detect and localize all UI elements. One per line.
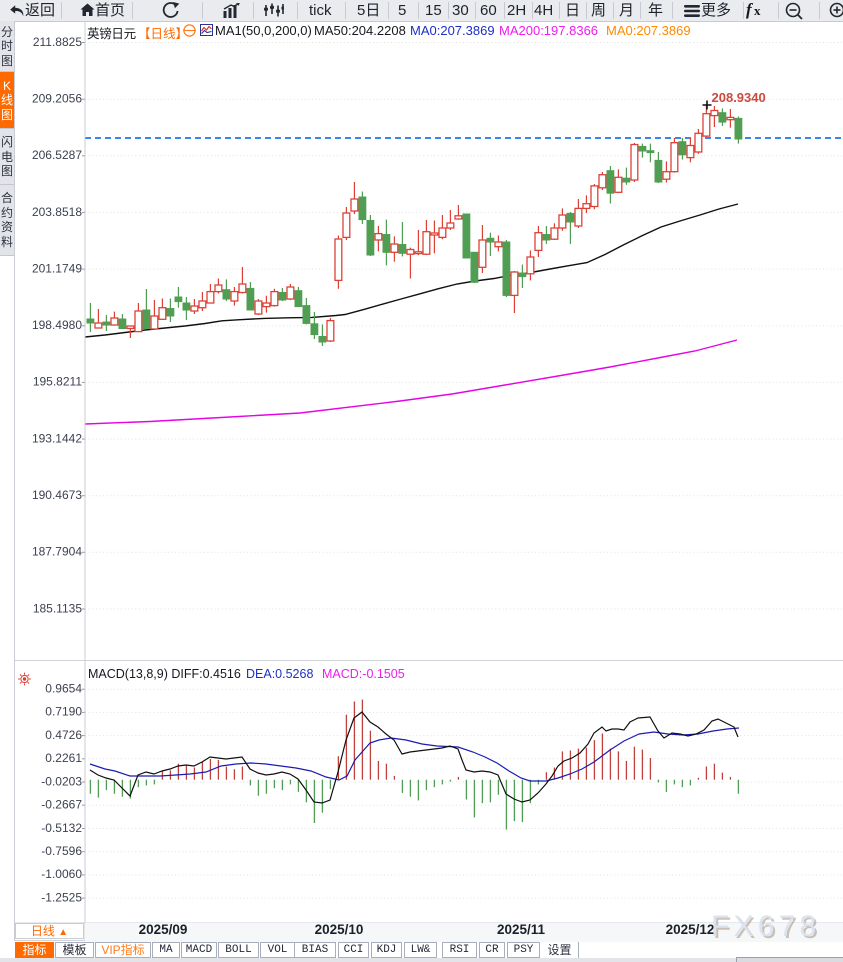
svg-text:193.1442: 193.1442 [32,431,82,445]
svg-text:-1.0060: -1.0060 [41,867,82,881]
svg-text:-0.2667: -0.2667 [41,798,82,812]
svg-text:-1.2525: -1.2525 [41,890,82,904]
svg-text:0.7190: 0.7190 [45,705,82,719]
svg-text:0.2261: 0.2261 [45,751,82,765]
svg-text:0.9654: 0.9654 [45,682,82,696]
svg-text:-0.5132: -0.5132 [41,821,82,835]
svg-text:-0.0203: -0.0203 [41,774,82,788]
svg-text:203.8518: 203.8518 [32,205,82,219]
svg-text:208.9340: 208.9340 [712,90,766,105]
svg-text:-0.7596: -0.7596 [41,844,82,858]
svg-text:211.8825: 211.8825 [33,35,82,49]
svg-text:198.4980: 198.4980 [32,318,82,332]
svg-text:187.7904: 187.7904 [32,545,82,559]
svg-text:206.5287: 206.5287 [32,148,82,162]
svg-text:201.1749: 201.1749 [32,261,82,275]
svg-text:190.4673: 190.4673 [32,488,82,502]
svg-text:185.1135: 185.1135 [33,601,82,615]
svg-text:195.8211: 195.8211 [33,375,82,389]
svg-text:0.4726: 0.4726 [45,728,82,742]
svg-text:209.2056: 209.2056 [32,92,82,106]
